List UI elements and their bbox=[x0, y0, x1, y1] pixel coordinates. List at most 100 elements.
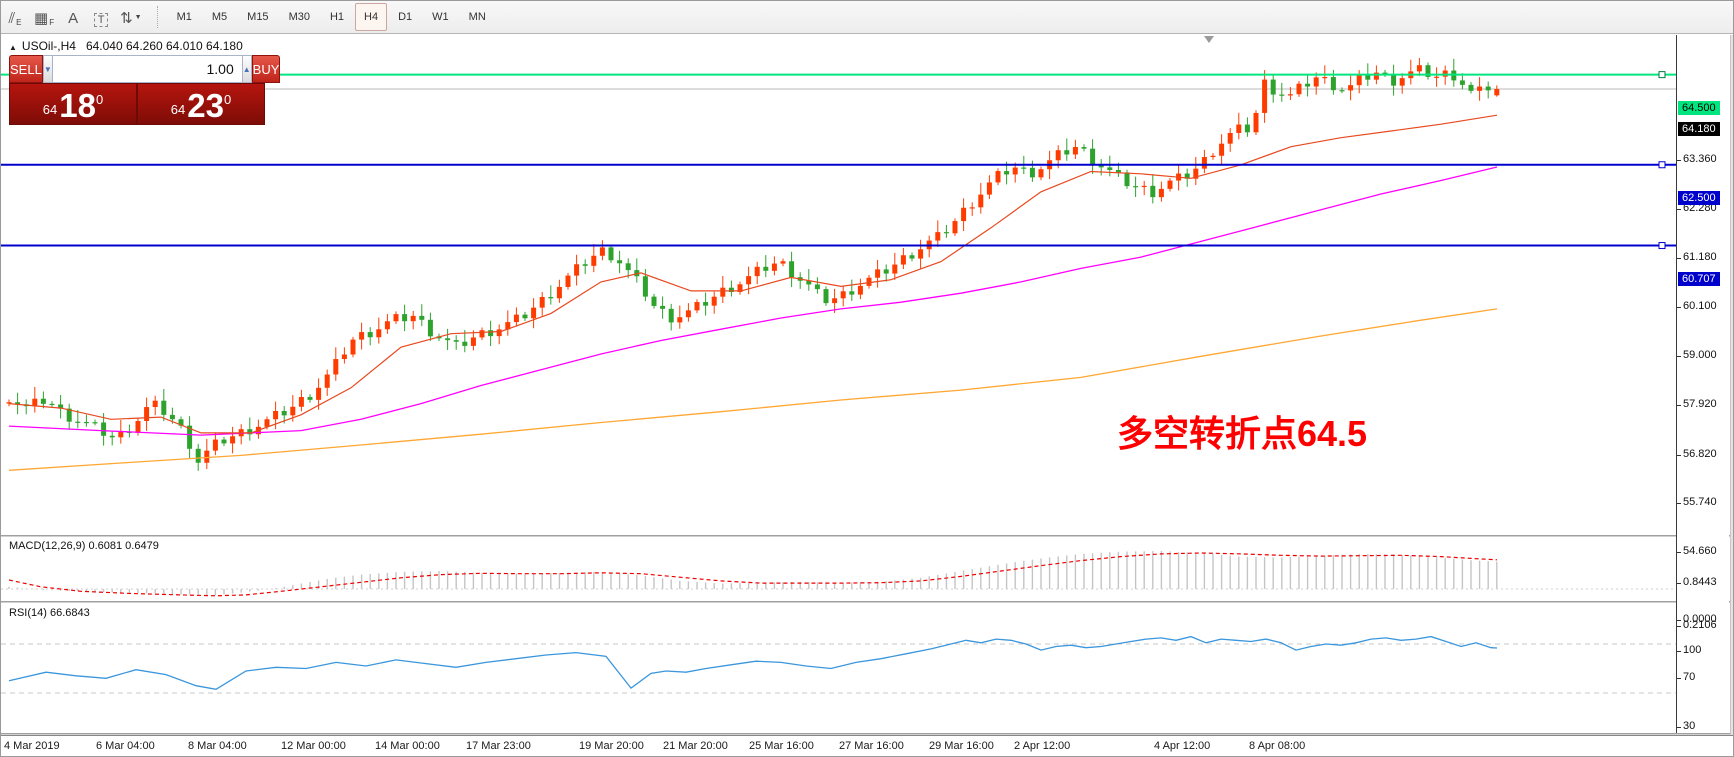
candle-body bbox=[419, 315, 425, 320]
volume-decrease-button[interactable]: ▼ bbox=[42, 55, 53, 83]
candle-body bbox=[384, 321, 390, 330]
hline-handle[interactable] bbox=[1658, 161, 1666, 169]
volume-input[interactable] bbox=[52, 55, 242, 83]
candle-body bbox=[1494, 89, 1500, 96]
candle-body bbox=[1038, 169, 1044, 178]
candle-body bbox=[1133, 186, 1139, 188]
tab-m5[interactable]: M5 bbox=[211, 11, 228, 23]
time-scale[interactable]: 4 Mar 2019 6 Mar 04:00 8 Mar 04:00 12 Mar 0… bbox=[1, 735, 1733, 756]
candle-body bbox=[1201, 157, 1207, 169]
candle-body bbox=[1141, 185, 1147, 188]
candle-body bbox=[703, 302, 709, 306]
candle-body bbox=[187, 425, 193, 449]
candle-body bbox=[221, 439, 227, 444]
candle-body bbox=[161, 400, 167, 415]
chart-window[interactable]: ▲ USOil-,H4 64.040 64.260 64.010 64.180 SE… bbox=[1, 35, 1733, 756]
tab-mn[interactable]: MN bbox=[468, 11, 486, 23]
bid-quote[interactable]: 64 18 0 bbox=[42, 87, 104, 124]
candle-body bbox=[135, 420, 141, 433]
tab-m30[interactable]: M30 bbox=[288, 11, 310, 23]
candle-body bbox=[66, 408, 72, 422]
candle-body bbox=[1434, 76, 1440, 78]
candle-body bbox=[316, 387, 322, 400]
candle-body bbox=[1442, 70, 1448, 77]
chevron-down-icon[interactable]: ▼ bbox=[134, 13, 142, 21]
candle-body bbox=[737, 284, 743, 292]
candle-body bbox=[1296, 83, 1302, 95]
tab-m15[interactable]: M15 bbox=[247, 11, 269, 23]
candle-body bbox=[995, 171, 1001, 183]
candle-body bbox=[1055, 150, 1061, 161]
tab-h1[interactable]: H1 bbox=[329, 11, 345, 23]
tab-d1[interactable]: D1 bbox=[398, 11, 413, 23]
macd-panel-separator[interactable] bbox=[1, 535, 1733, 537]
rsi-panel-separator[interactable] bbox=[1, 601, 1733, 603]
scale-tick-label: 54.660 bbox=[1683, 545, 1717, 558]
date-label: 25 Mar 16:00 bbox=[749, 740, 814, 752]
candle-body bbox=[806, 280, 812, 285]
right-scrollbar-strip[interactable] bbox=[1730, 35, 1733, 756]
candle-body bbox=[359, 332, 365, 340]
candle-body bbox=[1012, 167, 1018, 175]
scale-tick bbox=[1677, 160, 1681, 161]
candle-body bbox=[264, 419, 270, 427]
candle-body bbox=[427, 319, 433, 337]
scale-tick bbox=[1677, 258, 1681, 260]
candle-body bbox=[814, 284, 820, 290]
candle-body bbox=[642, 276, 648, 297]
candle-body bbox=[470, 337, 476, 346]
hline-handle[interactable] bbox=[1658, 242, 1666, 250]
text-label-icon[interactable]: A bbox=[68, 10, 79, 27]
candle-body bbox=[204, 450, 210, 463]
quote-divider bbox=[136, 84, 138, 124]
ask-quote[interactable]: 64 23 0 bbox=[170, 87, 232, 124]
text-icon[interactable]: T bbox=[88, 5, 114, 29]
hline-price-label: 64.500 bbox=[1678, 100, 1720, 115]
tab-w1[interactable]: W1 bbox=[432, 11, 449, 23]
tab-m1[interactable]: M1 bbox=[176, 11, 192, 23]
equidistant-channel-icon[interactable]: ⫽ E bbox=[8, 10, 22, 27]
fibonacci-icon[interactable]: ▦ F bbox=[34, 10, 55, 27]
candle-body bbox=[608, 247, 614, 261]
candle-body bbox=[694, 302, 700, 311]
hline-handle[interactable] bbox=[1658, 71, 1666, 79]
candle-body bbox=[1219, 143, 1225, 156]
scale-tick-label: 30 bbox=[1683, 720, 1696, 732]
collapse-panel-icon[interactable]: ▲ bbox=[9, 43, 17, 52]
buy-button[interactable]: BUY bbox=[251, 55, 281, 83]
scale-tick bbox=[1677, 454, 1681, 456]
main-chart-canvas[interactable] bbox=[1, 35, 1676, 535]
candle-body bbox=[1115, 169, 1121, 173]
candle-body bbox=[565, 275, 571, 287]
arrows-icon[interactable]: ⇅ ▼ bbox=[120, 10, 142, 27]
candle-body bbox=[1227, 132, 1233, 144]
tab-h4[interactable]: H4 bbox=[355, 3, 388, 31]
chart-text-annotation[interactable]: 多空转折点64.5 bbox=[1117, 413, 1368, 454]
candle-body bbox=[1021, 167, 1027, 169]
candle-body bbox=[832, 298, 838, 304]
rsi-canvas[interactable] bbox=[1, 603, 1676, 733]
rsi-line bbox=[8, 635, 1498, 690]
sell-button[interactable]: SELL bbox=[9, 55, 43, 83]
candle-body bbox=[83, 421, 89, 424]
candle-body bbox=[230, 436, 236, 444]
date-label: 19 Mar 20:00 bbox=[579, 740, 644, 752]
chart-shift-marker[interactable] bbox=[1204, 36, 1214, 43]
candle-body bbox=[728, 287, 734, 292]
candle-body bbox=[92, 422, 98, 424]
candle-body bbox=[479, 330, 485, 338]
macd-canvas[interactable] bbox=[1, 537, 1676, 601]
candle-body bbox=[247, 429, 253, 435]
candle-body bbox=[866, 277, 872, 286]
candle-body bbox=[1330, 77, 1336, 91]
candle-body bbox=[720, 287, 726, 297]
candle-body bbox=[840, 291, 846, 299]
candle-body bbox=[1416, 65, 1422, 72]
scale-tick bbox=[1677, 626, 1681, 627]
candle-body bbox=[1313, 77, 1319, 87]
candle-body bbox=[6, 402, 12, 404]
volume-increase-button[interactable]: ▲ bbox=[241, 55, 252, 83]
price-scale[interactable]: 63.360 62.280 61.180 60.100 59.000 57.920 56.8… bbox=[1677, 35, 1729, 756]
scale-tick-label: 0.2106 bbox=[1683, 619, 1717, 631]
